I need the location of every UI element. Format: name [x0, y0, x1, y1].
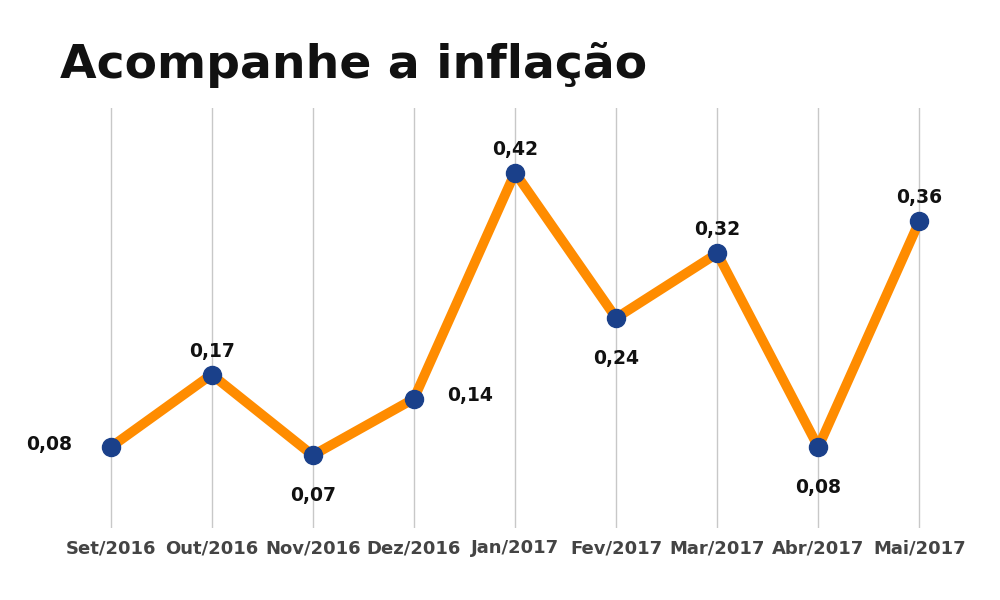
Point	[204, 370, 220, 379]
Point	[810, 442, 826, 452]
Point	[911, 216, 927, 226]
Text: 0,08: 0,08	[795, 478, 841, 497]
Text: 0,32: 0,32	[694, 220, 740, 239]
Point	[709, 248, 725, 258]
Text: 0,36: 0,36	[896, 188, 943, 207]
Text: 0,17: 0,17	[189, 341, 235, 361]
Point	[406, 394, 422, 404]
Text: 0,42: 0,42	[492, 140, 538, 159]
Text: 0,07: 0,07	[290, 486, 336, 505]
Point	[608, 313, 624, 323]
Point	[507, 168, 523, 178]
Text: 0,24: 0,24	[593, 349, 639, 368]
Text: 0,14: 0,14	[447, 386, 493, 406]
Point	[305, 451, 321, 460]
Text: 0,08: 0,08	[26, 435, 72, 454]
Text: Acompanhe a inflação: Acompanhe a inflação	[60, 42, 647, 88]
Point	[103, 442, 119, 452]
